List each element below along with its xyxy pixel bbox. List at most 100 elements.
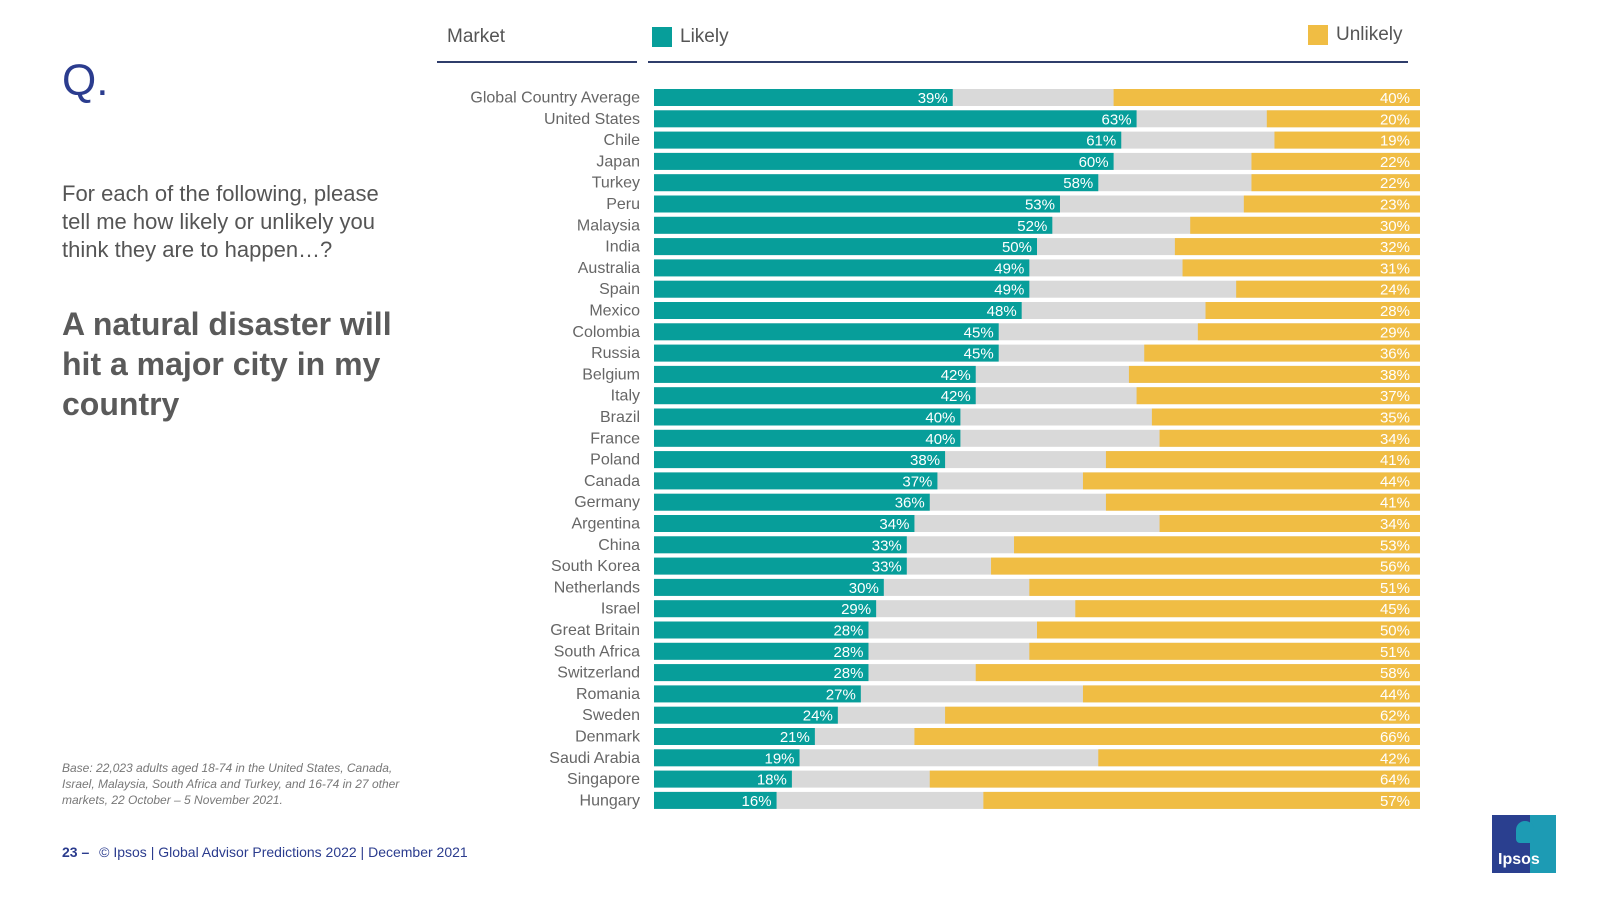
- market-label: Global Country Average: [470, 90, 640, 107]
- likely-value-label: 16%: [742, 793, 772, 810]
- unlikely-value-label: 51%: [1380, 644, 1410, 661]
- bar-unlikely: [1113, 89, 1420, 106]
- unlikely-value-label: 36%: [1380, 346, 1410, 363]
- legend-likely: Likely: [652, 26, 729, 48]
- legend-unlikely: Unlikely: [1308, 24, 1403, 46]
- bar-unlikely: [1029, 578, 1420, 596]
- likely-value-label: 29%: [841, 601, 871, 618]
- bar-unlikely: [975, 664, 1420, 682]
- market-label: Canada: [584, 473, 640, 490]
- likely-value-label: 24%: [803, 708, 833, 725]
- question-text: For each of the following, please tell m…: [62, 181, 379, 262]
- unlikely-value-label: 34%: [1380, 431, 1410, 448]
- market-label: Russia: [591, 345, 640, 362]
- market-label: Belgium: [582, 366, 640, 383]
- market-label: Japan: [596, 153, 640, 170]
- market-label: Italy: [611, 388, 640, 405]
- bar-likely: [654, 216, 1053, 234]
- bar-unlikely: [1105, 451, 1420, 469]
- unlikely-value-label: 41%: [1380, 452, 1410, 469]
- bar-likely: [654, 472, 938, 490]
- unlikely-value-label: 34%: [1380, 516, 1410, 533]
- likely-value-label: 38%: [910, 452, 940, 469]
- unlikely-value-label: 31%: [1380, 260, 1410, 277]
- bar-unlikely: [929, 770, 1420, 788]
- unlikely-value-label: 32%: [1380, 239, 1410, 256]
- bar-likely: [654, 408, 961, 426]
- market-label: Hungary: [580, 792, 640, 809]
- market-label: South Korea: [551, 558, 640, 575]
- market-label: Poland: [590, 452, 640, 469]
- likely-value-label: 27%: [826, 686, 856, 703]
- bar-unlikely: [1105, 493, 1420, 511]
- bar-unlikely: [1159, 515, 1420, 532]
- ipsos-logo: Ipsos: [1492, 815, 1556, 873]
- bar-unlikely: [1136, 387, 1420, 405]
- bar-likely: [654, 515, 915, 532]
- bar-unlikely: [1182, 259, 1420, 277]
- bar-likely: [654, 770, 792, 788]
- market-label: Peru: [606, 196, 640, 213]
- likely-value-label: 39%: [918, 90, 948, 107]
- likely-value-label: 33%: [872, 537, 902, 554]
- question-marker: Q.: [62, 56, 109, 105]
- bar-unlikely: [1144, 344, 1420, 362]
- header-rule-right: [648, 61, 1408, 63]
- market-label: Australia: [578, 260, 640, 277]
- bar-likely: [654, 302, 1022, 319]
- likely-value-label: 52%: [1017, 218, 1047, 235]
- unlikely-value-label: 22%: [1380, 175, 1410, 192]
- likely-value-label: 34%: [879, 516, 909, 533]
- market-label: Great Britain: [550, 622, 640, 639]
- statement-title: A natural disaster will hit a major city…: [62, 306, 392, 422]
- bar-likely: [654, 238, 1037, 256]
- bar-likely: [654, 706, 838, 724]
- unlikely-value-label: 29%: [1380, 324, 1410, 341]
- market-label: China: [598, 537, 640, 554]
- unlikely-value-label: 20%: [1380, 111, 1410, 128]
- bar-likely: [654, 791, 777, 809]
- likely-value-label: 33%: [872, 559, 902, 576]
- likely-value-label: 42%: [941, 367, 971, 384]
- unlikely-value-label: 30%: [1380, 218, 1410, 235]
- bar-unlikely: [983, 791, 1420, 809]
- bar-unlikely: [1098, 749, 1420, 767]
- bar-unlikely: [1243, 195, 1420, 213]
- unlikely-value-label: 41%: [1380, 495, 1410, 512]
- unlikely-value-label: 37%: [1380, 388, 1410, 405]
- bar-likely: [654, 89, 953, 106]
- unlikely-value-label: 44%: [1380, 686, 1410, 703]
- unlikely-value-label: 23%: [1380, 197, 1410, 214]
- bar-likely: [654, 664, 869, 682]
- bar-likely: [654, 259, 1030, 277]
- unlikely-value-label: 38%: [1380, 367, 1410, 384]
- bar-unlikely: [1274, 131, 1420, 149]
- header-rule-left: [437, 61, 637, 63]
- market-label: Malaysia: [577, 217, 640, 234]
- bar-likely: [654, 195, 1060, 213]
- legend-unlikely-swatch: [1308, 25, 1328, 45]
- bar-likely: [654, 557, 907, 575]
- bar-unlikely: [1159, 429, 1420, 447]
- bar-unlikely: [1029, 642, 1420, 660]
- market-label: Argentina: [572, 516, 641, 533]
- unlikely-value-label: 28%: [1380, 303, 1410, 320]
- market-label: India: [605, 239, 640, 256]
- bar-unlikely: [1190, 216, 1420, 234]
- footer-text: © Ipsos | Global Advisor Predictions 202…: [99, 844, 468, 860]
- likely-value-label: 61%: [1086, 133, 1116, 150]
- bar-unlikely: [1082, 472, 1420, 490]
- likely-value-label: 28%: [833, 644, 863, 661]
- bar-likely: [654, 451, 946, 469]
- market-label: Colombia: [572, 324, 640, 341]
- market-label: France: [590, 430, 640, 447]
- unlikely-value-label: 19%: [1380, 133, 1410, 150]
- unlikely-value-label: 51%: [1380, 580, 1410, 597]
- bar-unlikely: [1037, 621, 1420, 639]
- likely-value-label: 37%: [902, 473, 932, 490]
- bar-likely: [654, 387, 976, 405]
- market-label: Spain: [599, 281, 640, 298]
- legend-likely-label: Likely: [680, 26, 729, 47]
- legend-unlikely-label: Unlikely: [1336, 24, 1403, 45]
